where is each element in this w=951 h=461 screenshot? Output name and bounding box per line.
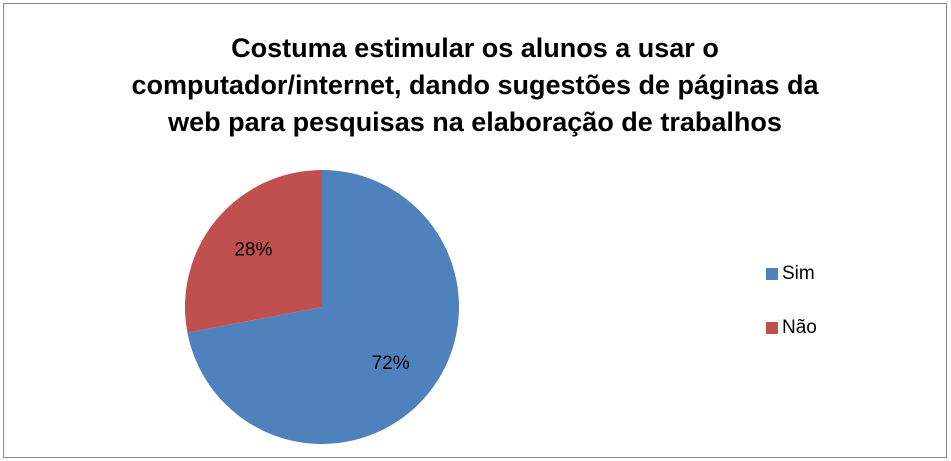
chart-title: Costuma estimular os alunos a usar o com… <box>131 33 819 137</box>
pie-slice <box>185 170 322 333</box>
legend-label: Sim <box>782 263 815 284</box>
legend-label: Não <box>782 317 817 338</box>
pie-slice <box>187 170 460 445</box>
legend-swatch <box>766 322 778 334</box>
data-label: 28% <box>234 239 272 260</box>
data-label: 72% <box>372 353 410 374</box>
legend-swatch <box>766 268 778 280</box>
chart-frame <box>3 3 947 458</box>
